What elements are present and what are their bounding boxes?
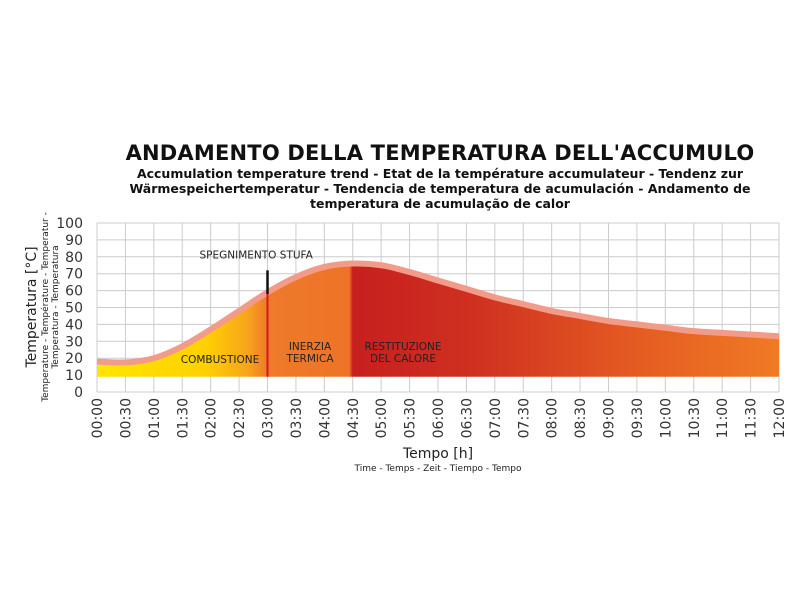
x-tick-label: 05:00 <box>374 398 390 438</box>
region-label-line: RESTITUZIONE <box>364 341 441 353</box>
x-tick-label: 10:00 <box>658 398 674 438</box>
y-tick-label: 10 <box>65 368 83 384</box>
y-tick-label: 20 <box>65 351 83 367</box>
y-tick-label: 100 <box>56 216 83 232</box>
chart-title: ANDAMENTO DELLA TEMPERATURA DELL'ACCUMUL… <box>125 141 755 165</box>
x-tick-label: 11:30 <box>744 398 760 438</box>
x-tick-label: 08:30 <box>573 398 589 438</box>
x-tick-label: 03:00 <box>261 398 277 438</box>
x-tick-label: 05:30 <box>403 398 419 438</box>
y-axis-title: Temperatura [°C] <box>24 246 40 368</box>
chart-subtitle: Accumulation temperature trend - Etat de… <box>129 166 751 211</box>
annotation-label: SPEGNIMENTO STUFA <box>200 249 314 261</box>
y-tick-label: 30 <box>65 334 83 350</box>
x-tick-label: 07:30 <box>516 398 532 438</box>
y-axis-subtitle: Temperatura - Temperatura <box>51 245 61 369</box>
x-tick-label: 07:00 <box>488 398 504 438</box>
temperature-line <box>96 260 780 366</box>
y-tick-label: 0 <box>74 385 83 401</box>
x-tick-label: 11:00 <box>715 398 731 438</box>
x-tick-label: 04:00 <box>317 398 333 438</box>
region-label: COMBUSTIONE <box>181 354 259 366</box>
y-axis-subtitle: Temperature - Température - Temperatur - <box>40 212 51 403</box>
x-tick-label: 10:30 <box>687 398 703 438</box>
x-tick-label: 06:30 <box>459 398 475 438</box>
y-tick-label: 90 <box>65 233 83 249</box>
x-tick-label: 12:00 <box>772 398 788 438</box>
region-label: RESTITUZIONE DEL CALORE <box>364 341 441 365</box>
x-tick-label: 02:30 <box>232 398 248 438</box>
region-label-line: TERMICA <box>285 353 334 365</box>
region-label-line: INERZIA <box>289 341 332 353</box>
x-tick-label: 04:30 <box>346 398 362 438</box>
x-tick-label: 06:00 <box>431 398 447 438</box>
x-tick-label: 01:00 <box>147 398 163 438</box>
x-axis-title: Tempo [h] <box>402 446 473 462</box>
x-tick-label: 08:00 <box>545 398 561 438</box>
x-tick-label: 00:30 <box>118 398 134 438</box>
x-axis-subtitle: Time - Temps - Zeit - Tiempo - Tempo <box>353 464 522 474</box>
region-label-line: DEL CALORE <box>370 353 436 365</box>
y-tick-label: 70 <box>65 267 83 283</box>
x-tick-label: 09:00 <box>602 398 618 438</box>
region-label-line: COMBUSTIONE <box>181 354 259 366</box>
x-tick-label: 01:30 <box>175 398 191 438</box>
x-tick-label: 00:00 <box>90 398 106 438</box>
y-tick-label: 60 <box>65 284 83 300</box>
x-tick-label: 02:00 <box>204 398 220 438</box>
x-tick-label: 03:30 <box>289 398 305 438</box>
y-tick-label: 40 <box>65 317 83 333</box>
x-tick-label: 09:30 <box>630 398 646 438</box>
region-label: INERZIA TERMICA <box>285 341 334 365</box>
y-tick-label: 80 <box>65 250 83 266</box>
y-tick-label: 50 <box>65 301 83 317</box>
